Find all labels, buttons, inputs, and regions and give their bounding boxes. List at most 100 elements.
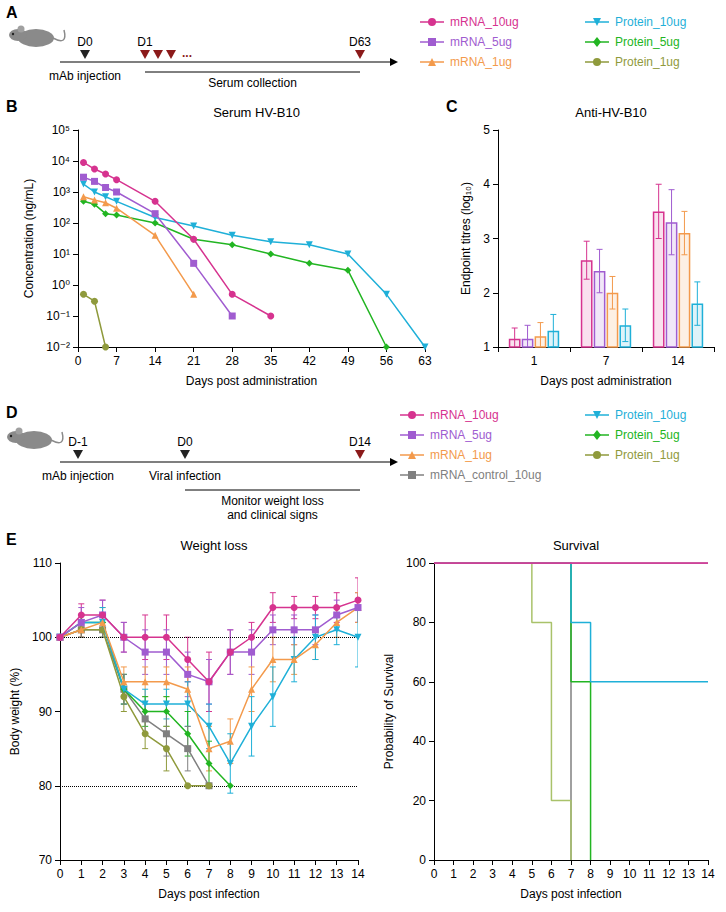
svg-text:14: 14 [148, 354, 162, 368]
svg-text:3: 3 [489, 867, 496, 881]
svg-text:10¹: 10¹ [53, 247, 70, 261]
svg-text:mAb injection: mAb injection [49, 69, 121, 83]
svg-text:7: 7 [603, 354, 610, 368]
svg-text:110: 110 [33, 556, 52, 570]
svg-text:0: 0 [57, 867, 64, 881]
svg-text:Protein_1ug: Protein_1ug [615, 448, 680, 462]
svg-text:mRNA_1ug: mRNA_1ug [450, 55, 512, 69]
svg-text:4: 4 [509, 867, 516, 881]
svg-text:Days post administration: Days post administration [186, 374, 317, 388]
svg-text:D-1: D-1 [68, 435, 88, 449]
svg-text:1: 1 [450, 867, 457, 881]
svg-text:42: 42 [303, 354, 317, 368]
svg-text:Serum collection: Serum collection [208, 76, 297, 90]
svg-text:20: 20 [413, 794, 427, 808]
svg-text:Protein_1ug: Protein_1ug [615, 55, 680, 69]
svg-text:9: 9 [248, 867, 255, 881]
svg-text:Weight loss: Weight loss [181, 538, 248, 553]
svg-text:56: 56 [380, 354, 394, 368]
svg-text:2: 2 [483, 286, 490, 300]
svg-text:mRNA_control_10ug: mRNA_control_10ug [430, 468, 541, 482]
svg-text:Monitor weight loss: Monitor weight loss [221, 494, 324, 508]
svg-text:D0: D0 [77, 35, 93, 49]
svg-text:Concentration (ng/mL): Concentration (ng/mL) [22, 179, 36, 298]
svg-text:4: 4 [142, 867, 149, 881]
svg-text:3: 3 [121, 867, 128, 881]
svg-text:mRNA_1ug: mRNA_1ug [430, 448, 492, 462]
svg-text:Survival: Survival [553, 538, 599, 553]
svg-text:1: 1 [531, 354, 538, 368]
svg-text:12: 12 [662, 867, 676, 881]
svg-text:C: C [446, 98, 458, 115]
svg-text:14: 14 [701, 867, 715, 881]
svg-text:10: 10 [623, 867, 637, 881]
svg-text:D0: D0 [177, 435, 193, 449]
svg-text:10³: 10³ [53, 185, 70, 199]
svg-text:D14: D14 [349, 435, 371, 449]
svg-text:70: 70 [39, 853, 53, 867]
svg-text:2: 2 [470, 867, 477, 881]
svg-text:mRNA_5ug: mRNA_5ug [430, 428, 492, 442]
svg-text:63: 63 [418, 354, 432, 368]
svg-text:and clinical signs: and clinical signs [227, 508, 318, 522]
svg-text:0: 0 [419, 853, 426, 867]
svg-text:8: 8 [587, 867, 594, 881]
svg-text:mRNA_10ug: mRNA_10ug [450, 15, 519, 29]
svg-text:7: 7 [206, 867, 213, 881]
svg-text:1: 1 [78, 867, 85, 881]
svg-text:6: 6 [548, 867, 555, 881]
svg-text:13: 13 [682, 867, 696, 881]
svg-text:11: 11 [288, 867, 301, 881]
svg-text:5: 5 [163, 867, 170, 881]
svg-text:11: 11 [643, 867, 656, 881]
svg-text:10⁻²: 10⁻² [46, 340, 70, 354]
svg-text:Days post infection: Days post infection [158, 887, 259, 901]
svg-text:mRNA_5ug: mRNA_5ug [450, 35, 512, 49]
svg-text:5: 5 [483, 123, 490, 137]
svg-text:Serum HV-B10: Serum HV-B10 [213, 105, 300, 120]
svg-text:Protein_5ug: Protein_5ug [615, 35, 680, 49]
svg-text:7: 7 [113, 354, 120, 368]
svg-text:Viral infection: Viral infection [149, 469, 221, 483]
svg-text:35: 35 [264, 354, 278, 368]
svg-text:mAb injection: mAb injection [42, 469, 114, 483]
svg-text:12: 12 [309, 867, 323, 881]
svg-text:Anti-HV-B10: Anti-HV-B10 [575, 105, 647, 120]
svg-text:90: 90 [39, 705, 53, 719]
svg-text:49: 49 [341, 354, 355, 368]
svg-text:Body weight (%): Body weight (%) [8, 668, 22, 755]
svg-text:10⁴: 10⁴ [51, 154, 70, 168]
svg-text:60: 60 [413, 675, 427, 689]
svg-text:4: 4 [483, 177, 490, 191]
svg-text:9: 9 [607, 867, 614, 881]
svg-text:7: 7 [568, 867, 575, 881]
svg-text:80: 80 [39, 779, 53, 793]
svg-text:A: A [6, 4, 18, 21]
svg-text:28: 28 [226, 354, 240, 368]
svg-text:10⁵: 10⁵ [52, 123, 70, 137]
svg-text:2: 2 [99, 867, 106, 881]
svg-text:21: 21 [187, 354, 201, 368]
svg-text:D63: D63 [349, 35, 371, 49]
svg-text:D: D [6, 404, 18, 421]
svg-text:Protein_10ug: Protein_10ug [615, 408, 686, 422]
svg-text:Days post infection: Days post infection [520, 887, 621, 901]
svg-text:B: B [6, 98, 18, 115]
svg-text:5: 5 [529, 867, 536, 881]
svg-text:E: E [6, 531, 17, 548]
svg-text:100: 100 [406, 556, 426, 570]
svg-text:Protein_5ug: Protein_5ug [615, 428, 680, 442]
svg-text:100: 100 [32, 630, 52, 644]
svg-text:14: 14 [671, 354, 685, 368]
svg-text:Protein_10ug: Protein_10ug [615, 15, 686, 29]
svg-text:...: ... [182, 46, 192, 60]
svg-text:Days post administration: Days post administration [540, 374, 671, 388]
svg-text:Probability of Survival: Probability of Survival [382, 654, 396, 769]
svg-text:1: 1 [483, 340, 490, 354]
svg-text:10⁻¹: 10⁻¹ [46, 309, 70, 323]
svg-text:10²: 10² [53, 216, 70, 230]
svg-text:D1: D1 [137, 35, 153, 49]
svg-text:6: 6 [184, 867, 191, 881]
svg-text:14: 14 [351, 867, 365, 881]
svg-text:10⁰: 10⁰ [52, 278, 70, 292]
